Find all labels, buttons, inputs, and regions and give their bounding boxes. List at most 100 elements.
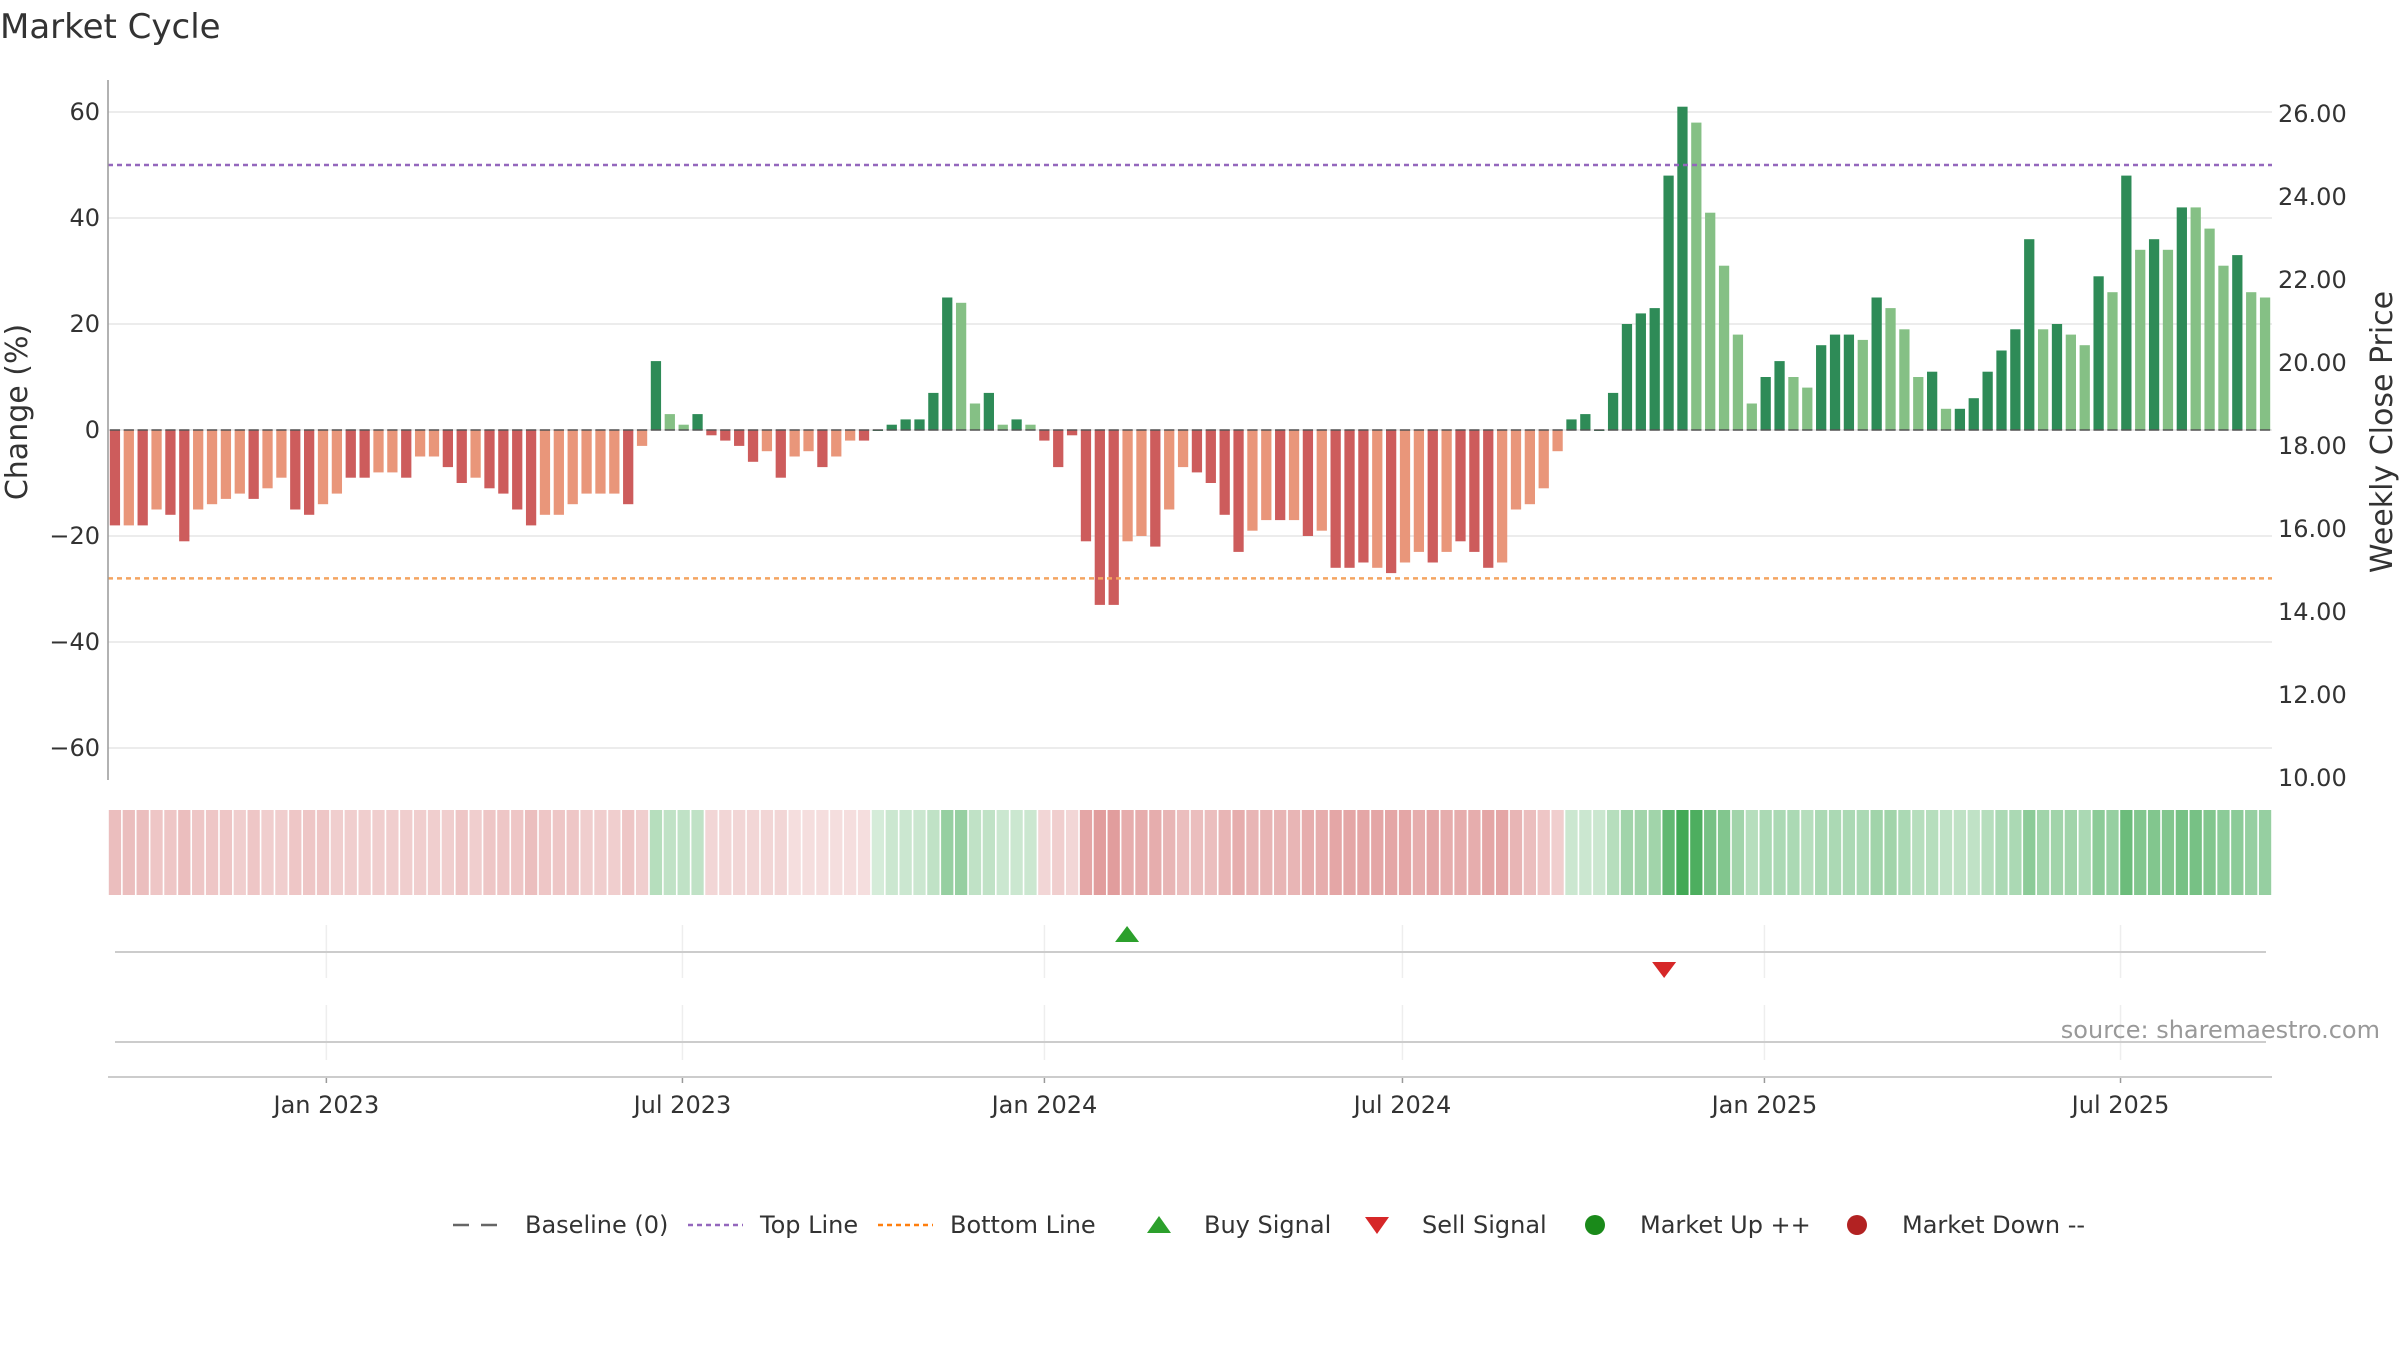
bar [1386,430,1397,574]
bar [858,430,870,441]
bar [1053,430,1064,468]
heat-cell [1731,810,1745,895]
heat-cell [1246,810,1259,895]
heat-cell [2134,810,2147,895]
heat-cell [1232,810,1245,895]
bar [2010,329,2021,430]
heat-cell [774,810,787,895]
bar [484,430,495,489]
heat-cell [1662,810,1675,895]
heat-cell [1190,810,1204,895]
heat-cell [649,810,663,895]
bar [428,430,440,457]
bar [1358,430,1369,563]
heat-cell [150,810,163,895]
x-tick-label: Jan 2024 [990,1091,1098,1119]
legend-label: Buy Signal [1204,1211,1331,1239]
bar [1718,265,1730,430]
heat-cell [344,810,357,895]
heat-cell [2245,810,2258,895]
bar [1982,371,1993,430]
bar [1510,430,1522,510]
bar [151,430,162,510]
axes-layer: 60 40 20 0 −20 −40 −60 10.00 12.00 14.00 16.00 18.0… [49,80,2347,792]
y2-tick-label: 18.00 [2278,432,2347,460]
heat-cell [1274,810,1287,895]
legend-swatch [1365,1217,1389,1234]
bar [1760,377,1771,430]
bar [2079,345,2090,430]
bar [137,430,148,526]
x-axis: Jan 2023 Jul 2023 Jan 2024 Jul 2024 Jan 2025… [108,1076,2272,1119]
bar [706,430,717,436]
bar [2204,228,2215,430]
signal-panel [115,925,2266,1060]
heat-cell [1690,810,1703,895]
bars-layer [109,106,2271,605]
bar [123,430,134,526]
y-tick-label: 60 [69,98,100,126]
y-tick-label: −40 [49,628,100,656]
heat-cell [1579,810,1592,895]
y2-tick-label: 14.00 [2278,598,2347,626]
y2-tick-label: 26.00 [2278,100,2347,128]
bar [623,430,634,505]
heat-cell [663,810,676,895]
bar [1538,430,1549,489]
legend: Baseline (0) Top Line Bottom Line Buy Signa… [453,1211,2085,1239]
heat-cell [622,810,635,895]
bar [1566,419,1577,430]
heat-cell [1995,810,2008,895]
bar [1191,430,1203,473]
bar [2107,292,2118,430]
bar [595,430,606,494]
bar [539,430,551,515]
heat-cell [899,810,912,895]
heat-cell [2023,810,2036,895]
heat-cell [954,810,968,895]
heat-cell [289,810,302,895]
bar [1885,308,1896,430]
bar [650,361,662,430]
heat-cell [1593,810,1606,895]
heat-cell [871,810,885,895]
bar [1802,387,1813,430]
legend-item: Market Up ++ [1585,1211,1811,1239]
bar [2218,265,2229,430]
bar [1316,430,1327,531]
bar [456,430,467,483]
bar [2024,239,2035,430]
y2-axis-label: Weekly Close Price [2365,291,2400,573]
bar [1580,414,1591,430]
bar [1524,430,1535,505]
heat-cell [1038,810,1051,895]
bar [1413,430,1425,552]
bar [817,430,828,468]
heat-cell [2217,810,2230,895]
bar [498,430,509,494]
bar [928,392,939,430]
legend-swatch [1847,1215,1867,1235]
bar [512,430,523,510]
bar [414,430,426,457]
heat-cell [1773,810,1786,895]
heat-cell [316,810,330,895]
bar [1954,408,1966,430]
x-tick-label: Jan 2023 [272,1091,380,1119]
x-tick-label: Jul 2024 [1352,1091,1452,1119]
bar [1275,430,1286,521]
bar [1483,430,1494,568]
bar [1219,430,1230,515]
reference-lines-layer [108,163,2272,580]
x-tick-label: Jul 2023 [632,1091,732,1119]
legend-label: Market Up ++ [1640,1211,1811,1239]
heat-cell [1149,810,1162,895]
heat-cell [2120,810,2133,895]
heat-cell [219,810,233,895]
heat-cell [164,810,177,895]
legend-item: Baseline (0) [453,1211,668,1239]
heat-cell [1634,810,1647,895]
bar [1996,350,2007,430]
heat-cell [2036,810,2050,895]
